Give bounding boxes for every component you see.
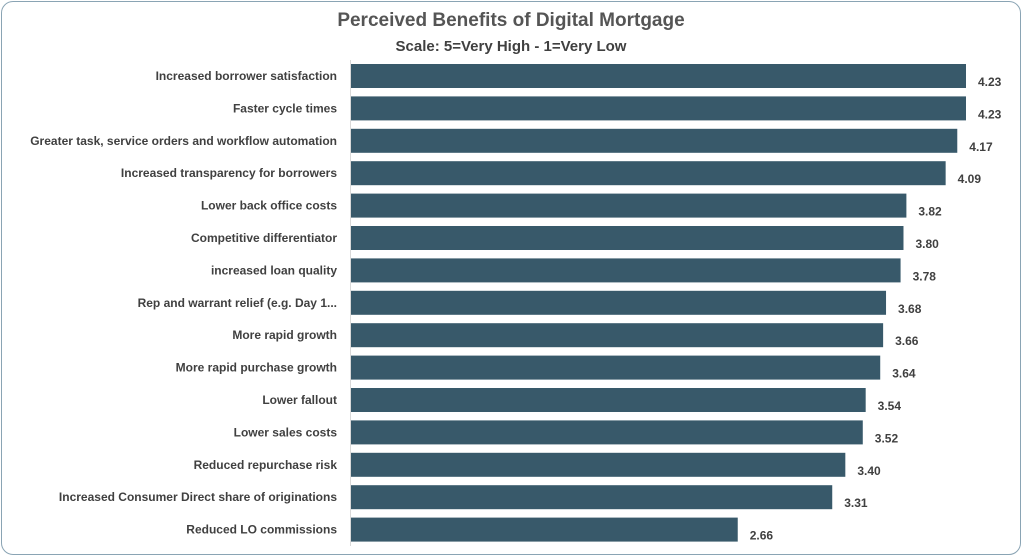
- category-label: Competitive differentiator: [191, 231, 337, 245]
- value-label: 3.40: [857, 464, 881, 478]
- value-label: 3.66: [895, 334, 919, 348]
- value-label: 4.09: [958, 172, 982, 186]
- category-label: Lower sales costs: [234, 425, 338, 439]
- bar: [351, 64, 966, 88]
- value-label: 3.82: [918, 205, 942, 219]
- category-label: Reduced LO commissions: [186, 523, 337, 537]
- bar: [351, 517, 738, 542]
- category-label: Increased borrower satisfaction: [156, 69, 337, 83]
- value-label: 3.52: [875, 431, 899, 445]
- bar: [351, 193, 907, 218]
- value-label: 4.23: [978, 75, 1002, 89]
- bar: [351, 388, 866, 412]
- bar: [351, 290, 887, 315]
- value-label: 3.31: [844, 496, 868, 510]
- bar: [351, 96, 966, 121]
- value-label: 3.64: [892, 367, 916, 381]
- category-label: Lower back office costs: [201, 199, 337, 213]
- bar: [351, 128, 958, 153]
- bar: [351, 258, 901, 283]
- category-label: Increased Consumer Direct share of origi…: [59, 490, 337, 504]
- value-label: 2.66: [750, 529, 774, 543]
- bar: [351, 355, 881, 380]
- category-label: More rapid growth: [232, 328, 337, 342]
- value-label: 4.23: [978, 107, 1002, 121]
- bar: [351, 485, 833, 510]
- category-label: Lower fallout: [262, 393, 337, 407]
- chart-subtitle: Scale: 5=Very High - 1=Very Low: [395, 38, 627, 55]
- category-label: increased loan quality: [211, 263, 337, 277]
- category-label: Faster cycle times: [233, 101, 337, 115]
- chart-title: Perceived Benefits of Digital Mortgage: [337, 10, 685, 31]
- bar: [351, 161, 946, 186]
- value-label: 3.80: [915, 237, 939, 251]
- bar: [351, 323, 884, 348]
- bars-group: Increased borrower satisfaction 4.23 Faste…: [30, 64, 1002, 543]
- value-label: 4.17: [969, 140, 993, 154]
- category-label: Rep and warrant relief (e.g. Day 1...: [138, 296, 337, 310]
- category-label: More rapid purchase growth: [176, 361, 337, 375]
- value-label: 3.68: [898, 302, 922, 316]
- category-label: Reduced repurchase risk: [194, 458, 338, 472]
- bar: [351, 226, 904, 250]
- category-label: Increased transparency for borrowers: [121, 166, 337, 180]
- value-label: 3.78: [913, 269, 937, 283]
- value-label: 3.54: [878, 399, 902, 413]
- bar: [351, 420, 863, 445]
- category-label: Greater task, service orders and workflo…: [30, 134, 337, 148]
- bar: [351, 452, 846, 477]
